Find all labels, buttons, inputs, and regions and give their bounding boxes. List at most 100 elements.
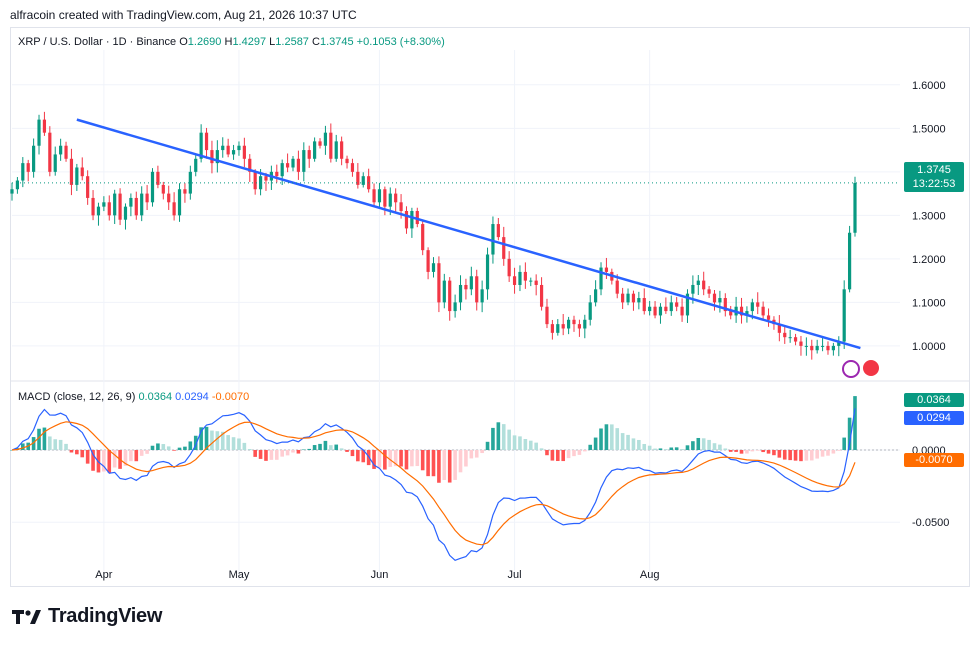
macd-histogram-bar bbox=[696, 437, 701, 450]
macd-histogram-bar bbox=[107, 450, 112, 473]
candle-body bbox=[183, 189, 187, 194]
candle-body bbox=[410, 211, 414, 229]
macd-histogram-bar bbox=[199, 427, 203, 450]
month-tick-label: Aug bbox=[640, 569, 660, 581]
candle-body bbox=[469, 276, 473, 290]
macd-histogram-bar bbox=[518, 436, 522, 450]
candle-body bbox=[226, 145, 230, 155]
macd-histogram-bar bbox=[755, 450, 760, 451]
candle-body bbox=[64, 145, 68, 159]
macd-legend-signal: -0.0070 bbox=[211, 391, 250, 403]
macd-histogram-bar bbox=[69, 450, 74, 453]
macd-histogram-bar bbox=[647, 445, 652, 450]
event-icon bbox=[842, 360, 860, 378]
tradingview-logo-icon bbox=[12, 609, 41, 624]
macd-histogram-bar bbox=[112, 450, 117, 468]
candle-body bbox=[275, 171, 279, 177]
open-label: O bbox=[179, 36, 188, 48]
macd-histogram-bar bbox=[691, 441, 695, 450]
macd-histogram-bar bbox=[853, 396, 857, 450]
macd-histogram-bar bbox=[701, 438, 706, 450]
candle-body bbox=[599, 267, 603, 290]
macd-histogram-bar bbox=[269, 450, 274, 460]
macd-histogram-bar bbox=[480, 450, 484, 454]
macd-histogram-bar bbox=[620, 433, 625, 450]
price-tick-label: 1.0000 bbox=[912, 341, 946, 353]
macd-histogram-bar bbox=[831, 450, 836, 454]
candle-body bbox=[204, 132, 209, 151]
candle-body bbox=[577, 324, 582, 329]
candle-body bbox=[437, 263, 441, 303]
macd-histogram-bar bbox=[491, 427, 495, 450]
macd-histogram-bar bbox=[745, 450, 749, 454]
macd-histogram-bar bbox=[826, 450, 830, 456]
macd-histogram-bar bbox=[750, 450, 755, 452]
macd-histogram-bar bbox=[215, 431, 220, 450]
candle-body bbox=[475, 276, 479, 303]
candle-body bbox=[302, 150, 306, 172]
candle-body bbox=[59, 145, 63, 155]
candle-body bbox=[815, 345, 819, 351]
macd-histogram-bar bbox=[685, 445, 690, 450]
candle-body bbox=[685, 293, 690, 316]
candle-body bbox=[442, 280, 446, 303]
price-tick-label: 1.3000 bbox=[912, 210, 946, 222]
candle-body bbox=[21, 163, 25, 181]
macd-histogram-bar bbox=[383, 450, 387, 470]
candle-body bbox=[696, 280, 700, 285]
close-value: 1.3745 bbox=[319, 36, 354, 48]
candle-body bbox=[96, 206, 101, 216]
macd-histogram-bar bbox=[123, 450, 128, 466]
price-tick-label: 1.1000 bbox=[912, 297, 946, 309]
macd-histogram-bar bbox=[274, 450, 279, 460]
candle-body bbox=[356, 171, 360, 185]
macd-histogram-bar bbox=[247, 449, 252, 450]
macd-histogram-bar bbox=[134, 450, 139, 462]
candle-body bbox=[167, 193, 171, 203]
macd-histogram-bar bbox=[437, 450, 441, 483]
candle-body bbox=[680, 306, 684, 316]
macd-histogram-bar bbox=[583, 450, 587, 452]
candle-body bbox=[313, 141, 317, 159]
candle-body bbox=[80, 167, 84, 177]
candle-body bbox=[75, 167, 79, 185]
month-tick-label: May bbox=[229, 569, 250, 581]
macd-title[interactable]: MACD (close, 12, 26, 9) bbox=[18, 391, 136, 403]
candle-body bbox=[329, 132, 333, 159]
candle-body bbox=[26, 163, 30, 172]
macd-histogram-bar bbox=[139, 450, 144, 456]
candle-body bbox=[113, 193, 117, 216]
macd-histogram-bar bbox=[75, 450, 79, 455]
macd-histogram-bar bbox=[58, 439, 63, 450]
candle-body bbox=[372, 189, 376, 203]
macd-histogram-bar bbox=[399, 450, 403, 467]
hist-tag: -0.0070 bbox=[904, 453, 964, 467]
macd-histogram-bar bbox=[377, 450, 382, 468]
symbol-label[interactable]: XRP / U.S. Dollar · 1D · Binance bbox=[18, 36, 177, 48]
macd-histogram-bar bbox=[728, 450, 733, 452]
candle-body bbox=[729, 311, 733, 316]
candle-body bbox=[69, 158, 74, 185]
macd-histogram-bar bbox=[42, 427, 47, 450]
tradingview-wordmark: TradingView bbox=[48, 605, 163, 627]
candle-body bbox=[156, 171, 160, 185]
macd-histogram-bar bbox=[10, 450, 14, 451]
candle-body bbox=[507, 258, 511, 277]
close-label: C bbox=[312, 36, 320, 48]
candle-body bbox=[810, 345, 814, 351]
macd-histogram-bar bbox=[220, 431, 225, 450]
candle-body bbox=[761, 306, 765, 316]
candle-body bbox=[318, 141, 322, 146]
macd-histogram-bar bbox=[420, 450, 425, 471]
macd-histogram-bar bbox=[404, 450, 409, 470]
macd-histogram-bar bbox=[723, 448, 728, 450]
macd-histogram-bar bbox=[793, 450, 798, 461]
chart-frame[interactable] bbox=[10, 27, 970, 587]
candle-body bbox=[572, 319, 576, 325]
candle-body bbox=[345, 158, 349, 164]
candle-body bbox=[161, 184, 165, 194]
candle-body bbox=[766, 315, 771, 320]
candle-body bbox=[723, 298, 727, 312]
candle-body bbox=[172, 202, 176, 216]
